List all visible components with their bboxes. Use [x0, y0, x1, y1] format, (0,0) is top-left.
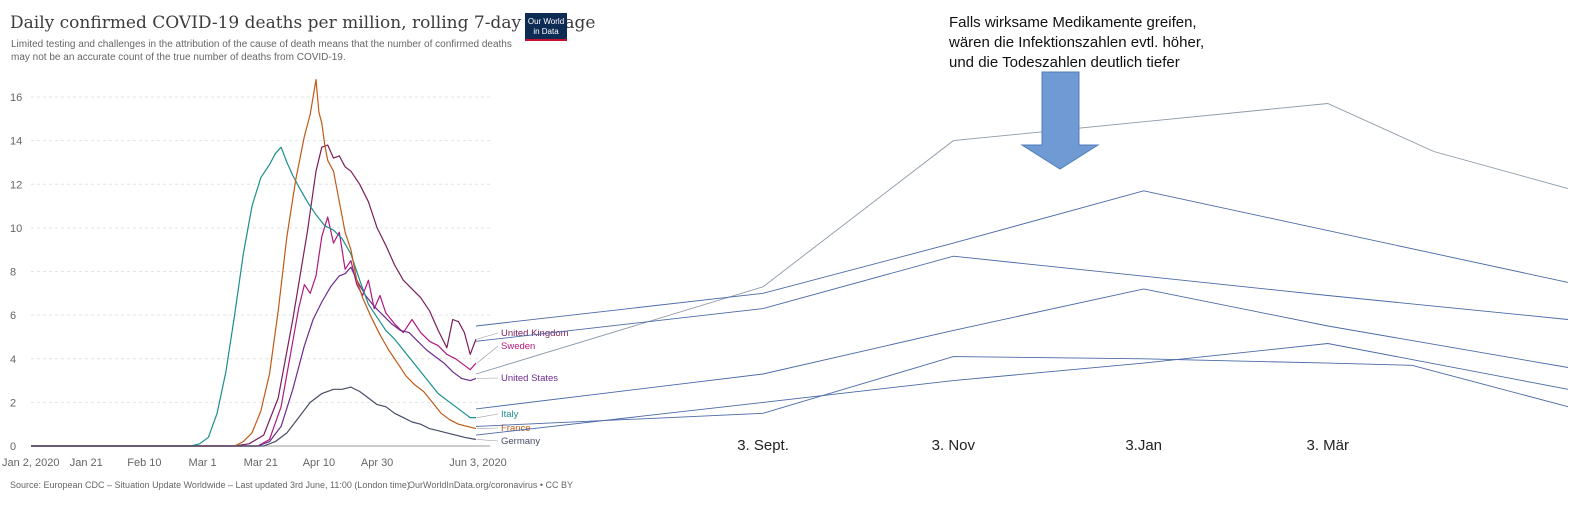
projection-line-6 — [475, 343, 1569, 436]
leader-line-germany — [476, 439, 499, 442]
x-tick-labels: Jan 2, 2020 Jan 21 Feb 10 Mar 1 Mar 21 Apr 10… — [2, 457, 507, 469]
projection-line-5 — [475, 356, 1569, 427]
x-tick-label-feb-10: Feb 10 — [127, 457, 161, 469]
leader-line-france — [476, 427, 499, 429]
owid-chart: Daily confirmed COVID-19 deaths per mill… — [2, 13, 595, 490]
owid-logo-line-1: Our World — [528, 17, 564, 26]
owid-logo: Our World in Data — [525, 13, 567, 41]
annotation-line-1: Falls wirksame Medikamente greifen, — [949, 14, 1197, 31]
series-label-sweden: Sweden — [501, 341, 535, 352]
y-tick-label-12: 12 — [10, 179, 22, 191]
series-line-italy — [31, 146, 476, 447]
label-leader-lines — [476, 332, 499, 442]
y-tick-label-16: 16 — [10, 92, 22, 104]
down-arrow-icon — [1020, 71, 1100, 170]
projection-line-4 — [475, 288, 1569, 410]
series-lines — [31, 78, 477, 447]
series-line-germany — [31, 386, 477, 447]
chart-title: Daily confirmed COVID-19 deaths per mill… — [10, 13, 595, 33]
projection-chart: 3. Sept. 3. Nov 3.Jan 3. Mär Falls wirksame… — [475, 14, 1569, 454]
series-line-sweden — [31, 216, 477, 447]
x-tick-label-mar-21: Mar 21 — [244, 457, 278, 469]
x-tick-label-jun-3-2020: Jun 3, 2020 — [449, 457, 507, 469]
y-tick-label-6: 6 — [10, 310, 16, 322]
series-line-france — [31, 78, 477, 447]
projection-line-2 — [475, 190, 1569, 327]
series-label-united-states: United States — [501, 373, 558, 384]
y-tick-label-10: 10 — [10, 223, 22, 235]
series-label-germany: Germany — [501, 436, 540, 447]
projection-line-3 — [475, 255, 1569, 342]
projection-lines — [475, 103, 1569, 436]
annotation-line-2: wären die Infektionszahlen evtl. höher, — [948, 34, 1204, 51]
chart-subtitle-line-2: may not be an accurate count of the true… — [11, 52, 346, 63]
chart-source: Source: European CDC – Situation Update … — [10, 480, 410, 490]
projection-x-tick-3-nov: 3. Nov — [932, 437, 976, 454]
series-labels: United Kingdom Sweden United States Italy Fr… — [501, 328, 569, 447]
y-tick-label-14: 14 — [10, 136, 22, 148]
x-tick-label-mar-1: Mar 1 — [189, 457, 217, 469]
chart-source-url: OurWorldInData.org/coronavirus • CC BY — [408, 480, 573, 490]
y-tick-label-2: 2 — [10, 397, 16, 409]
y-gridlines — [31, 96, 490, 447]
projection-x-tick-3-jan: 3.Jan — [1125, 437, 1162, 454]
leader-line-united-kingdom — [476, 332, 499, 340]
y-tick-label-8: 8 — [10, 267, 16, 279]
series-label-united-kingdom: United Kingdom — [501, 328, 569, 339]
leader-line-italy — [476, 413, 499, 418]
owid-logo-box — [525, 13, 567, 41]
x-tick-label-jan-2-2020: Jan 2, 2020 — [2, 457, 60, 469]
x-tick-label-jan-21: Jan 21 — [70, 457, 103, 469]
series-label-france: France — [501, 423, 531, 434]
owid-logo-underline — [525, 39, 567, 41]
chart-subtitle-line-1: Limited testing and challenges in the at… — [11, 39, 512, 50]
series-label-italy: Italy — [501, 409, 519, 420]
x-tick-label-apr-30: Apr 30 — [361, 457, 393, 469]
annotation-line-3: und die Todeszahlen deutlich tiefer — [949, 54, 1180, 71]
y-tick-labels: 0 2 4 6 8 10 12 14 16 — [10, 92, 22, 453]
owid-logo-line-2: in Data — [533, 27, 559, 36]
series-line-united-kingdom — [31, 144, 477, 447]
projection-x-tick-labels: 3. Sept. 3. Nov 3.Jan 3. Mär — [737, 437, 1349, 454]
projection-x-tick-3-m-r: 3. Mär — [1307, 437, 1350, 454]
projection-line-1 — [475, 103, 1569, 375]
leader-line-sweden — [476, 345, 499, 364]
x-tick-label-apr-10: Apr 10 — [303, 457, 335, 469]
y-tick-label-4: 4 — [10, 354, 16, 366]
projection-x-tick-3-sept: 3. Sept. — [737, 437, 789, 454]
y-tick-label-0: 0 — [10, 441, 16, 453]
